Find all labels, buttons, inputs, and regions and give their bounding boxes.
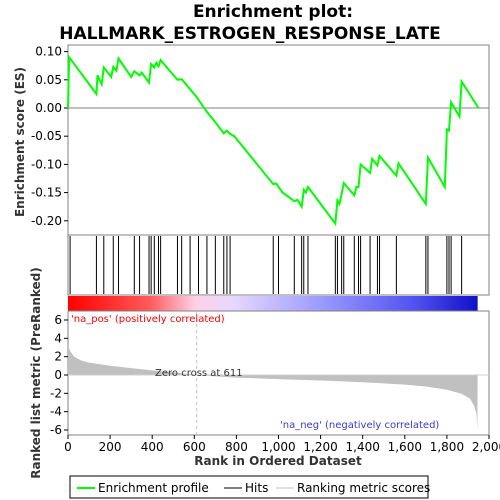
x-tick-label: 1,200 xyxy=(303,440,337,454)
x-tick-label: 1,800 xyxy=(430,440,464,454)
metric-y-tick-label: 4 xyxy=(54,331,62,345)
metric-y-tick-label: 2 xyxy=(54,350,62,364)
chart-title-line-2: HALLMARK_ESTROGEN_RESPONSE_LATE xyxy=(59,24,441,44)
es-y-tick-label: -0.05 xyxy=(31,129,62,143)
x-tick-label: 600 xyxy=(183,440,206,454)
es-y-axis: 0.10 0.05 0.00 -0.05 -0.10 -0.15 -0.20 xyxy=(31,45,68,228)
es-y-tick-label: 0.05 xyxy=(35,73,62,87)
es-y-tick-label: -0.15 xyxy=(31,186,62,200)
es-y-axis-label: Enrichment score (ES) xyxy=(13,67,27,217)
metric-y-tick-label: -6 xyxy=(50,423,62,437)
x-axis-label: Rank in Ordered Dataset xyxy=(194,454,362,468)
legend-hits-label: Hits xyxy=(245,481,268,495)
metric-y-tick-label: 0 xyxy=(54,368,62,382)
legend-enrichment-label: Enrichment profile xyxy=(98,481,209,495)
x-tick-label: 1,600 xyxy=(388,440,422,454)
es-plot-frame xyxy=(67,44,490,236)
enrichment-profile-line xyxy=(67,54,480,227)
zero-cross-annotation: Zero cross at 611 xyxy=(155,368,243,379)
metric-y-axis: 6 4 2 0 -2 -4 -6 xyxy=(50,313,68,437)
x-tick-label: 0 xyxy=(64,440,72,454)
ranked-list-color-bar xyxy=(68,296,478,311)
es-y-tick-label: -0.10 xyxy=(31,157,62,171)
es-y-tick-label: 0.10 xyxy=(35,45,62,59)
pos-annotation: 'na_pos' (positively correlated) xyxy=(71,314,225,325)
x-tick-label: 2,000 xyxy=(472,440,500,454)
neg-annotation: 'na_neg' (negatively correlated) xyxy=(280,420,439,431)
legend-box xyxy=(69,475,429,499)
chart-title-line-1: Enrichment plot: xyxy=(193,2,353,22)
metric-y-tick-label: -4 xyxy=(50,405,62,419)
metric-y-tick-label: -2 xyxy=(50,386,62,400)
hits-markers xyxy=(69,236,463,294)
metric-y-axis-label: Ranked list metric (PreRanked) xyxy=(29,267,43,479)
legend-metric-label: Ranking metric scores xyxy=(297,481,430,495)
x-axis: 0 200 400 600 800 1,000 1,200 1,400 1,600 1,800 2,… xyxy=(64,435,500,454)
x-tick-label: 400 xyxy=(141,440,164,454)
x-tick-label: 1,400 xyxy=(346,440,380,454)
x-tick-label: 200 xyxy=(99,440,122,454)
x-tick-label: 800 xyxy=(225,440,248,454)
es-y-tick-label: -0.20 xyxy=(31,214,62,228)
es-y-tick-label: 0.00 xyxy=(35,101,62,115)
x-tick-label: 1,000 xyxy=(261,440,295,454)
metric-y-tick-label: 6 xyxy=(54,313,62,327)
